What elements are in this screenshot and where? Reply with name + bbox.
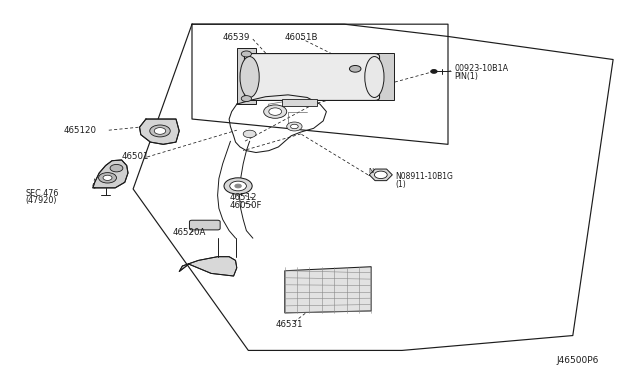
- Circle shape: [235, 184, 241, 188]
- Text: (47920): (47920): [26, 196, 57, 205]
- Polygon shape: [237, 48, 256, 104]
- Polygon shape: [374, 53, 394, 100]
- Text: 46520A: 46520A: [173, 228, 206, 237]
- Circle shape: [224, 178, 252, 194]
- Text: (1): (1): [396, 180, 406, 189]
- Circle shape: [103, 175, 112, 180]
- Text: SEC.476: SEC.476: [26, 189, 59, 198]
- Text: 46531: 46531: [275, 320, 303, 329]
- Circle shape: [349, 65, 361, 72]
- Circle shape: [230, 181, 246, 191]
- Text: 46501: 46501: [122, 153, 149, 161]
- Circle shape: [269, 108, 282, 115]
- Text: 46051B: 46051B: [285, 33, 318, 42]
- Polygon shape: [369, 169, 392, 181]
- Text: 46512: 46512: [229, 193, 257, 202]
- Text: 46050F: 46050F: [229, 201, 262, 210]
- Circle shape: [150, 125, 170, 137]
- Text: N08911-10B1G: N08911-10B1G: [396, 172, 453, 181]
- Text: J46500P6: J46500P6: [557, 356, 599, 365]
- Polygon shape: [285, 267, 371, 313]
- Circle shape: [287, 122, 302, 131]
- Circle shape: [264, 105, 287, 118]
- Circle shape: [99, 173, 116, 183]
- Circle shape: [241, 96, 252, 102]
- Circle shape: [431, 70, 437, 73]
- Text: 465120: 465120: [64, 126, 97, 135]
- Text: 00923-10B1A: 00923-10B1A: [454, 64, 509, 73]
- Bar: [282, 99, 317, 106]
- Polygon shape: [93, 160, 128, 188]
- Circle shape: [243, 130, 256, 138]
- FancyBboxPatch shape: [189, 220, 220, 230]
- Circle shape: [241, 51, 252, 57]
- Text: 46539: 46539: [223, 33, 250, 42]
- FancyBboxPatch shape: [244, 54, 380, 100]
- Polygon shape: [140, 119, 179, 144]
- Circle shape: [154, 128, 166, 134]
- Ellipse shape: [240, 57, 259, 97]
- Circle shape: [110, 164, 123, 172]
- Ellipse shape: [365, 57, 384, 97]
- Circle shape: [291, 124, 298, 129]
- Text: N: N: [369, 168, 374, 174]
- Circle shape: [374, 171, 387, 179]
- Text: PIN(1): PIN(1): [454, 72, 479, 81]
- Polygon shape: [179, 257, 237, 276]
